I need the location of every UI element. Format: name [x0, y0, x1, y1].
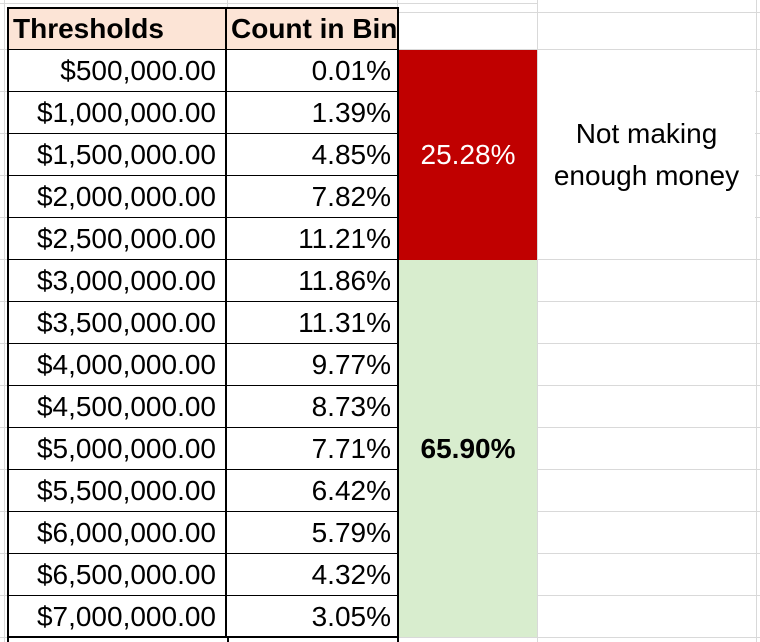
- gridline-col-a: [4, 0, 5, 642]
- table-border-stub-right: [397, 638, 399, 642]
- table-row: $1,000,000.00 1.39%: [9, 92, 397, 134]
- threshold-cell[interactable]: $5,000,000.00: [9, 428, 227, 469]
- table-row: $2,000,000.00 7.82%: [9, 176, 397, 218]
- count-cell[interactable]: 4.85%: [311, 138, 391, 170]
- table-row: $5,500,000.00 6.42%: [9, 470, 397, 512]
- table-row: $6,500,000.00 4.32%: [9, 554, 397, 596]
- count-in-bin-header-cell[interactable]: Count in Bin: [231, 13, 397, 44]
- table-row: $4,500,000.00 8.73%: [9, 386, 397, 428]
- count-cell[interactable]: 9.77%: [311, 348, 391, 380]
- count-cell[interactable]: 4.32%: [311, 558, 391, 590]
- table-border-stub-middle: [227, 638, 229, 642]
- table-border-stub-left: [7, 638, 9, 642]
- header-row: Thresholds Count in Bin: [9, 9, 397, 50]
- threshold-cell[interactable]: $7,000,000.00: [9, 596, 227, 636]
- threshold-cell[interactable]: $5,500,000.00: [9, 470, 227, 511]
- green-bin-group-cell[interactable]: 65.90%: [399, 260, 537, 637]
- count-cell[interactable]: 0.01%: [311, 54, 391, 86]
- threshold-cell[interactable]: $4,000,000.00: [9, 344, 227, 385]
- threshold-cell[interactable]: $500,000.00: [9, 50, 227, 91]
- threshold-cell[interactable]: $6,000,000.00: [9, 512, 227, 553]
- threshold-cell[interactable]: $3,000,000.00: [9, 260, 227, 301]
- count-cell[interactable]: 11.31%: [298, 306, 391, 338]
- table-row: $1,500,000.00 4.85%: [9, 134, 397, 176]
- threshold-cell[interactable]: $6,500,000.00: [9, 554, 227, 595]
- table-row: $3,000,000.00 11.86%: [9, 260, 397, 302]
- count-cell[interactable]: 11.86%: [298, 264, 391, 296]
- count-cell[interactable]: 5.79%: [311, 516, 391, 548]
- green-group-label: 65.90%: [420, 432, 516, 464]
- table-row: $7,000,000.00 3.05%: [9, 596, 397, 636]
- count-cell[interactable]: 7.71%: [311, 432, 391, 464]
- thresholds-header-cell[interactable]: Thresholds: [9, 9, 227, 49]
- count-cell[interactable]: 6.42%: [311, 474, 391, 506]
- gridline-col-e: [756, 0, 757, 642]
- threshold-cell[interactable]: $1,000,000.00: [9, 92, 227, 133]
- table-row: $6,000,000.00 5.79%: [9, 512, 397, 554]
- gridline-top-left: [0, 3, 537, 4]
- count-cell[interactable]: 11.21%: [298, 222, 391, 254]
- count-cell[interactable]: 1.39%: [311, 96, 391, 128]
- count-cell[interactable]: 8.73%: [311, 390, 391, 422]
- threshold-cell[interactable]: $3,500,000.00: [9, 302, 227, 343]
- thresholds-table: Thresholds Count in Bin $500,000.00 0.01…: [7, 7, 399, 638]
- threshold-cell[interactable]: $4,500,000.00: [9, 386, 227, 427]
- table-row: $500,000.00 0.01%: [9, 50, 397, 92]
- count-cell[interactable]: 3.05%: [311, 601, 391, 632]
- red-bin-group-cell[interactable]: 25.28%: [399, 50, 537, 260]
- table-row: $2,500,000.00 11.21%: [9, 218, 397, 260]
- table-row: $3,500,000.00 11.31%: [9, 302, 397, 344]
- count-cell[interactable]: 7.82%: [311, 180, 391, 212]
- table-row: $5,000,000.00 7.71%: [9, 428, 397, 470]
- table-row: $4,000,000.00 9.77%: [9, 344, 397, 386]
- annotation-line-1: Not making: [575, 117, 718, 149]
- annotation-cell[interactable]: Not making enough money: [538, 50, 755, 259]
- threshold-cell[interactable]: $2,500,000.00: [9, 218, 227, 259]
- threshold-cell[interactable]: $1,500,000.00: [9, 134, 227, 175]
- gridline-col-d: [537, 0, 538, 642]
- threshold-cell[interactable]: $2,000,000.00: [9, 176, 227, 217]
- gridline-top-right: [398, 12, 760, 13]
- red-group-label: 25.28%: [420, 139, 516, 170]
- annotation-line-2: enough money: [553, 159, 740, 191]
